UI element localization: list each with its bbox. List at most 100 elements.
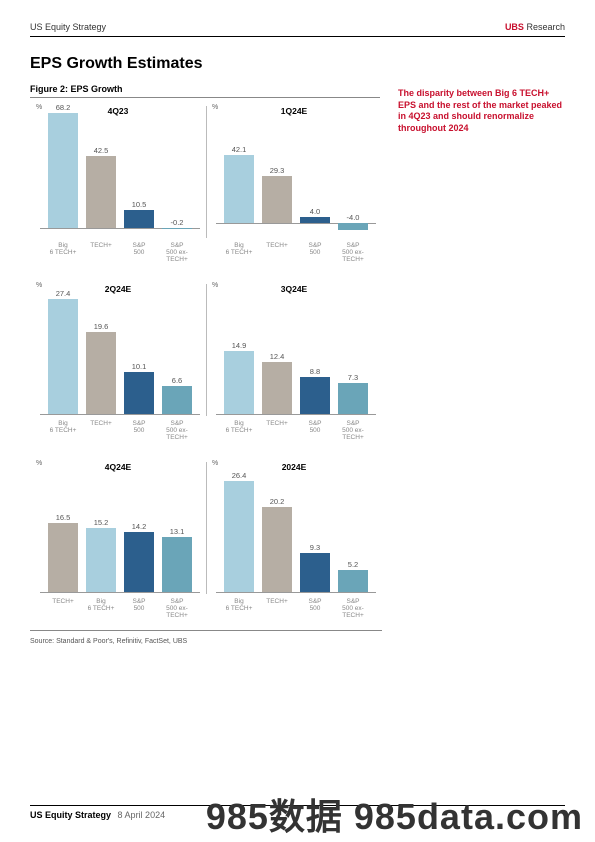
- baseline: [216, 414, 376, 415]
- plot-area: 42.1 29.3 4.0 -4.0: [216, 110, 376, 236]
- bar-value: 27.4: [48, 289, 78, 298]
- bar-value: -0.2: [162, 218, 192, 227]
- bar-value: 14.9: [224, 341, 254, 350]
- bar: [262, 507, 292, 592]
- chart-4Q23: %4Q2368.242.510.5-0.2Big6 TECH+TECH+S&P5…: [30, 96, 206, 274]
- x-label: S&P500 ex-TECH+: [158, 420, 196, 441]
- x-label: TECH+: [44, 598, 82, 605]
- bar: [124, 532, 154, 592]
- bar-value: 7.3: [338, 373, 368, 382]
- bar-value: 15.2: [86, 518, 116, 527]
- header-right-text: Research: [526, 22, 565, 32]
- bar: [86, 528, 116, 592]
- plot-area: 27.4 19.6 10.1 6.6: [40, 288, 200, 414]
- chart-3Q24E: %3Q24E14.912.48.87.3Big6 TECH+TECH+S&P50…: [206, 274, 382, 452]
- x-labels: Big6 TECH+TECH+S&P500S&P500 ex-TECH+: [40, 242, 200, 268]
- x-label: S&P500: [120, 242, 158, 256]
- bar-value: 42.5: [86, 146, 116, 155]
- bar-value: 6.6: [162, 376, 192, 385]
- bar-value: 9.3: [300, 543, 330, 552]
- baseline: [40, 414, 200, 415]
- bar-value: 8.8: [300, 367, 330, 376]
- bar-value: 68.2: [48, 103, 78, 112]
- chart-2Q24E: %2Q24E27.419.610.16.6Big6 TECH+TECH+S&P5…: [30, 274, 206, 452]
- bar: [162, 386, 192, 414]
- plot-area: 16.515.214.213.1: [40, 466, 200, 592]
- x-labels: TECH+Big6 TECH+S&P500S&P500 ex-TECH+: [40, 598, 200, 624]
- bar: [338, 383, 368, 414]
- bar: [300, 377, 330, 414]
- x-label: TECH+: [82, 242, 120, 249]
- bar-value: 29.3: [262, 166, 292, 175]
- brand-logo-text: UBS: [505, 22, 524, 32]
- bar-value: 13.1: [162, 527, 192, 536]
- bar: [300, 217, 330, 223]
- bar-value: 42.1: [224, 145, 254, 154]
- x-label: TECH+: [258, 242, 296, 249]
- bar: [86, 156, 116, 227]
- watermark-text: 985数据 985data.com: [206, 788, 583, 840]
- bar: [338, 223, 368, 229]
- page-header: US Equity Strategy UBS Research: [30, 22, 565, 37]
- bar: [48, 113, 78, 228]
- bar: [224, 481, 254, 592]
- source-line: Source: Standard & Poor's, Refinitiv, Fa…: [30, 638, 187, 645]
- x-label: S&P500: [296, 242, 334, 256]
- x-labels: Big6 TECH+TECH+S&P500S&P500 ex-TECH+: [216, 420, 376, 446]
- bar: [162, 537, 192, 592]
- x-label: S&P500: [296, 420, 334, 434]
- charts-grid: %4Q2368.242.510.5-0.2Big6 TECH+TECH+S&P5…: [30, 96, 382, 631]
- x-label: S&P500 ex-TECH+: [334, 242, 372, 263]
- bar: [300, 553, 330, 592]
- footer-date: 8 April 2024: [118, 810, 166, 820]
- bar-value: 10.5: [124, 200, 154, 209]
- x-labels: Big6 TECH+TECH+S&P500S&P500 ex-TECH+: [216, 598, 376, 624]
- x-label: TECH+: [258, 598, 296, 605]
- chart-1Q24E: %1Q24E42.129.34.0-4.0Big6 TECH+TECH+S&P5…: [206, 96, 382, 274]
- footer-left: US Equity Strategy 8 April 2024: [30, 810, 165, 820]
- x-label: Big6 TECH+: [220, 598, 258, 612]
- x-labels: Big6 TECH+TECH+S&P500S&P500 ex-TECH+: [216, 242, 376, 268]
- bar: [338, 570, 368, 592]
- x-label: S&P500 ex-TECH+: [334, 598, 372, 619]
- bar-value: 12.4: [262, 352, 292, 361]
- header-right: UBS Research: [505, 22, 565, 32]
- x-label: S&P500 ex-TECH+: [158, 242, 196, 263]
- header-left: US Equity Strategy: [30, 22, 106, 32]
- x-label: TECH+: [82, 420, 120, 427]
- x-label: Big6 TECH+: [44, 242, 82, 256]
- plot-area: 14.9 12.4 8.8 7.3: [216, 288, 376, 414]
- plot-area: 26.420.29.35.2: [216, 466, 376, 592]
- bar-value: 5.2: [338, 560, 368, 569]
- page-title: EPS Growth Estimates: [30, 55, 203, 73]
- bar: [86, 332, 116, 414]
- x-label: S&P500 ex-TECH+: [158, 598, 196, 619]
- bar-value: 10.1: [124, 362, 154, 371]
- bar-value: 20.2: [262, 497, 292, 506]
- x-label: S&P500 ex-TECH+: [334, 420, 372, 441]
- bar-value: -4.0: [338, 213, 368, 222]
- bar-value: 14.2: [124, 522, 154, 531]
- bar: [124, 372, 154, 414]
- x-label: Big6 TECH+: [44, 420, 82, 434]
- bar: [262, 176, 292, 223]
- bar-value: 19.6: [86, 322, 116, 331]
- bar: [224, 155, 254, 223]
- x-label: S&P500: [296, 598, 334, 612]
- bar: [48, 523, 78, 592]
- callout-text: The disparity between Big 6 TECH+ EPS an…: [398, 88, 568, 135]
- bar: [124, 210, 154, 228]
- plot-area: 68.242.510.5-0.2: [40, 110, 200, 236]
- baseline: [40, 592, 200, 593]
- chart-4Q24E: %4Q24E16.515.214.213.1TECH+Big6 TECH+S&P…: [30, 452, 206, 630]
- x-label: Big6 TECH+: [220, 242, 258, 256]
- x-label: S&P500: [120, 420, 158, 434]
- x-label: TECH+: [258, 420, 296, 427]
- bar-value: 4.0: [300, 207, 330, 216]
- x-label: Big6 TECH+: [82, 598, 120, 612]
- baseline: [216, 592, 376, 593]
- x-labels: Big6 TECH+TECH+S&P500S&P500 ex-TECH+: [40, 420, 200, 446]
- bar: [262, 362, 292, 414]
- bar: [224, 351, 254, 414]
- x-label: Big6 TECH+: [220, 420, 258, 434]
